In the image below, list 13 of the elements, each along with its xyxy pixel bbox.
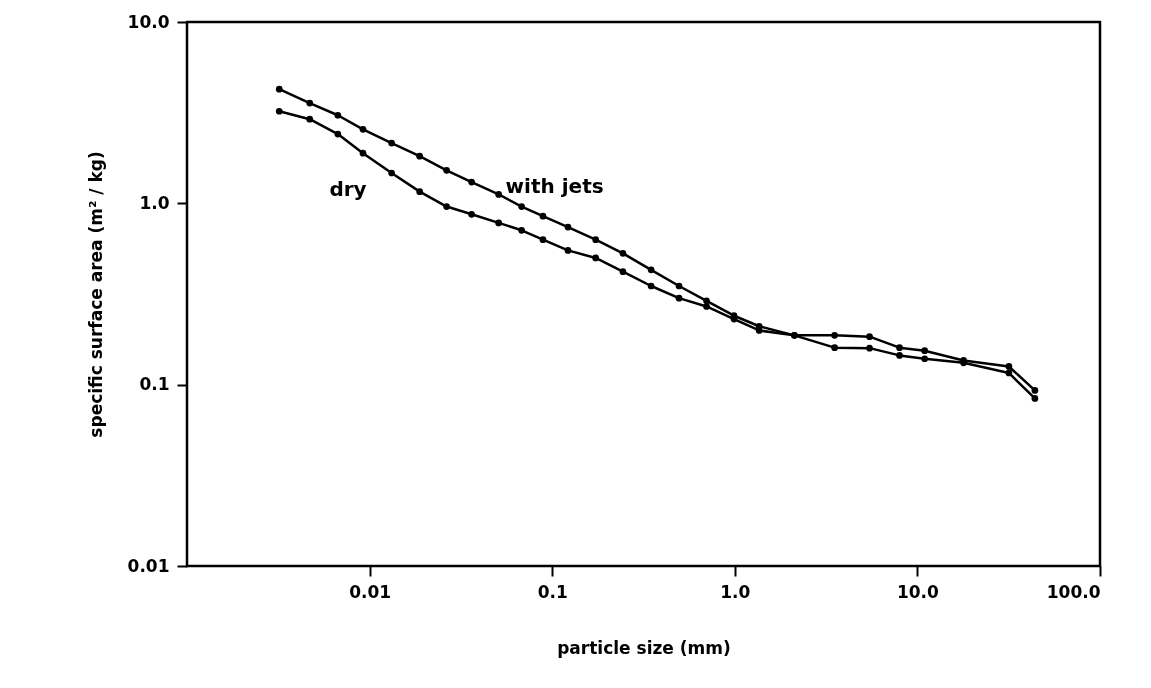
y-tick-label: 10.0	[127, 11, 170, 32]
x-tick-label: 10.0	[896, 581, 940, 602]
y-tick-label: 1.0	[139, 192, 170, 213]
y-axis-title: specific surface area (m² / kg)	[85, 151, 106, 438]
x-tick-label: 100.0	[1046, 581, 1101, 602]
series-label: with jets	[505, 173, 604, 198]
x-tick-label: 0.1	[537, 581, 568, 602]
x-axis-title: particle size (mm)	[557, 637, 731, 658]
y-tick-label: 0.01	[127, 555, 170, 576]
x-tick-label: 1.0	[720, 581, 751, 602]
y-tick-label: 0.1	[139, 374, 170, 395]
series-label: dry	[329, 176, 367, 201]
x-tick-label: 0.01	[349, 581, 392, 602]
